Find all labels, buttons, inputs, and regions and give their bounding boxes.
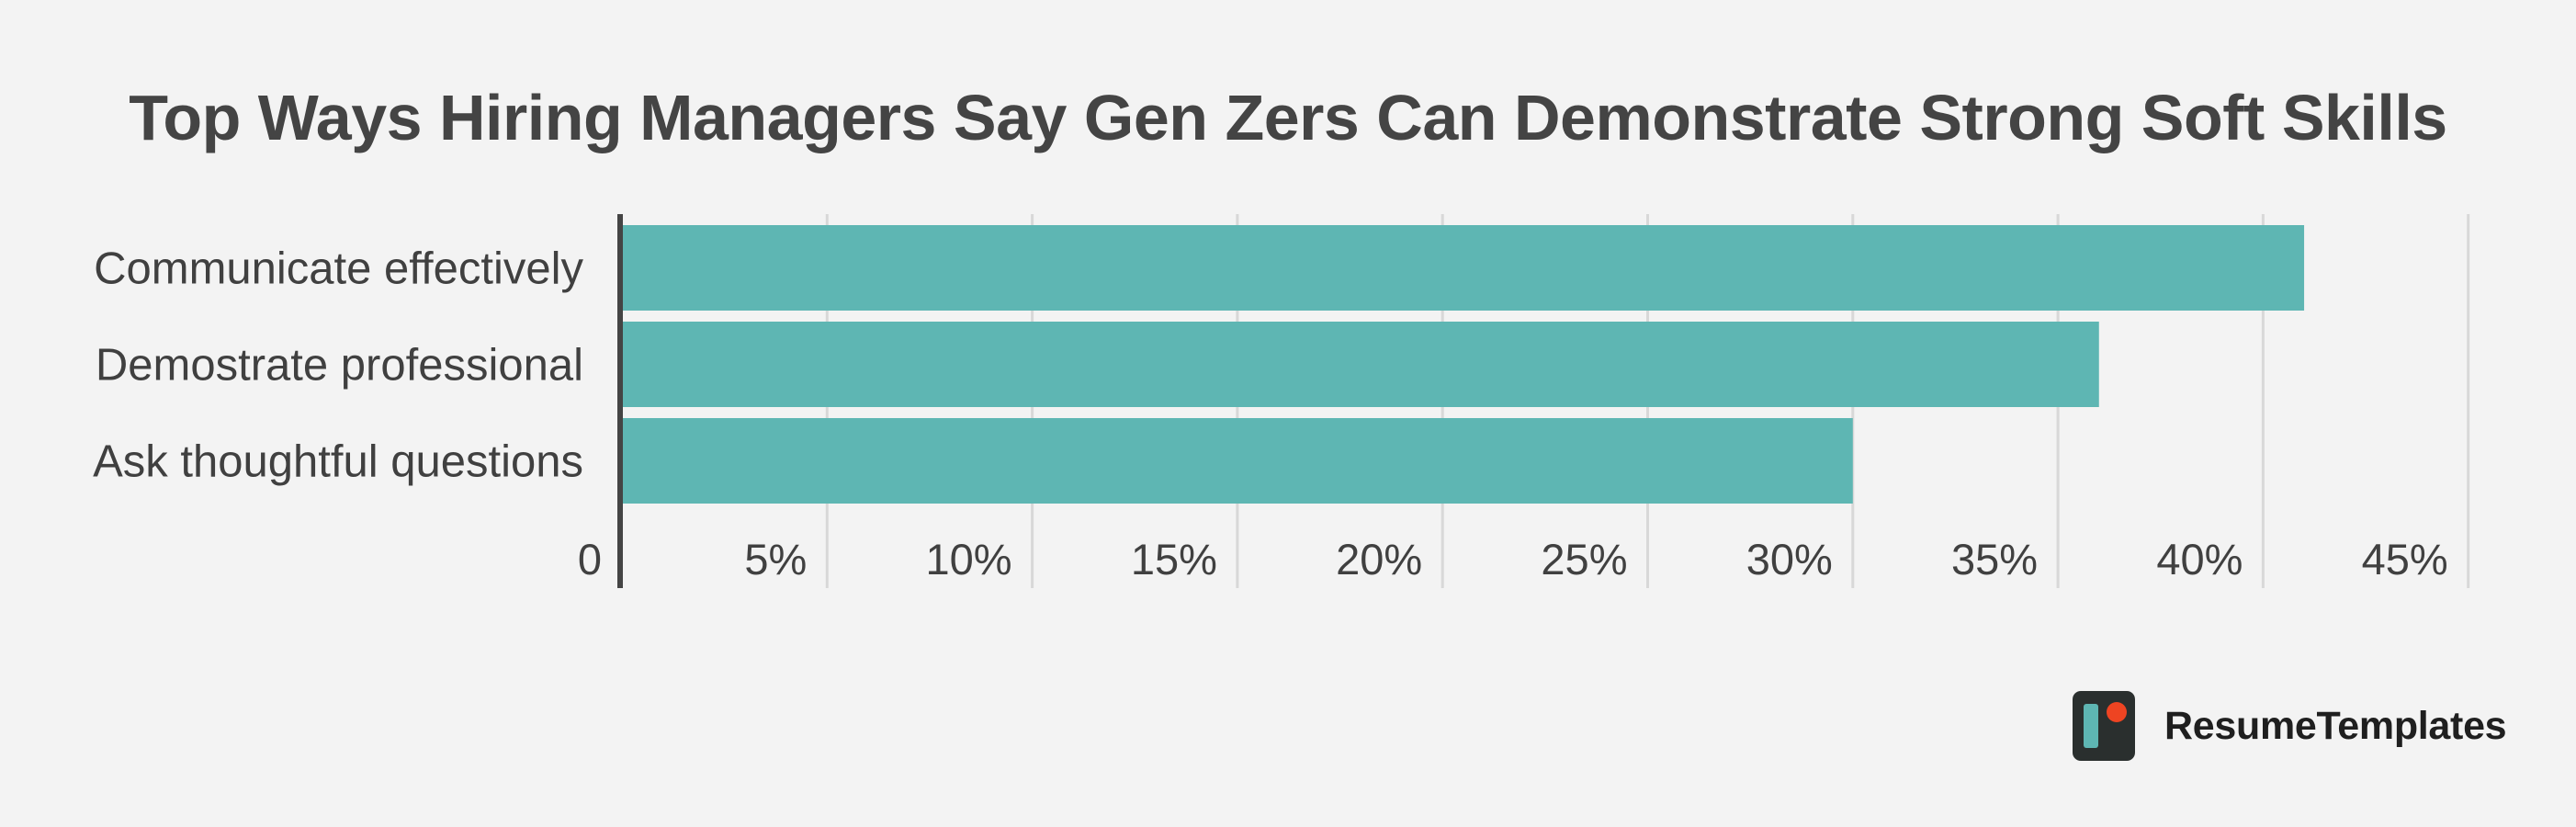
- category-labels: Communicate effectively Demostrate profes…: [93, 244, 583, 487]
- bar: [622, 225, 2305, 311]
- x-tick-label: 30%: [1746, 535, 1833, 583]
- category-label: Demostrate professional: [96, 341, 583, 391]
- x-tick-label: 40%: [2156, 535, 2243, 583]
- brand: ResumeTemplates: [2073, 689, 2507, 763]
- x-tick-label: 10%: [926, 535, 1012, 583]
- bars: [622, 225, 2305, 504]
- resume-templates-logo-icon: [2073, 691, 2135, 761]
- x-tick-label: 0: [578, 535, 602, 583]
- bar: [622, 418, 1853, 504]
- category-label: Ask thoughtful questions: [93, 437, 583, 487]
- x-tick-label: 45%: [2362, 535, 2448, 583]
- x-tick-label: 15%: [1131, 535, 1217, 583]
- x-tick-label: 5%: [744, 535, 807, 583]
- x-tick-labels: 0 5% 10% 15% 20% 25% 30% 35% 40% 45%: [578, 535, 2448, 583]
- brand-name: ResumeTemplates: [2164, 703, 2507, 748]
- bar: [622, 322, 2099, 407]
- x-tick-label: 25%: [1541, 535, 1627, 583]
- x-tick-label: 35%: [1951, 535, 2038, 583]
- category-label: Communicate effectively: [94, 244, 583, 294]
- x-tick-label: 20%: [1336, 535, 1422, 583]
- chart-title: Top Ways Hiring Managers Say Gen Zers Ca…: [129, 82, 2447, 153]
